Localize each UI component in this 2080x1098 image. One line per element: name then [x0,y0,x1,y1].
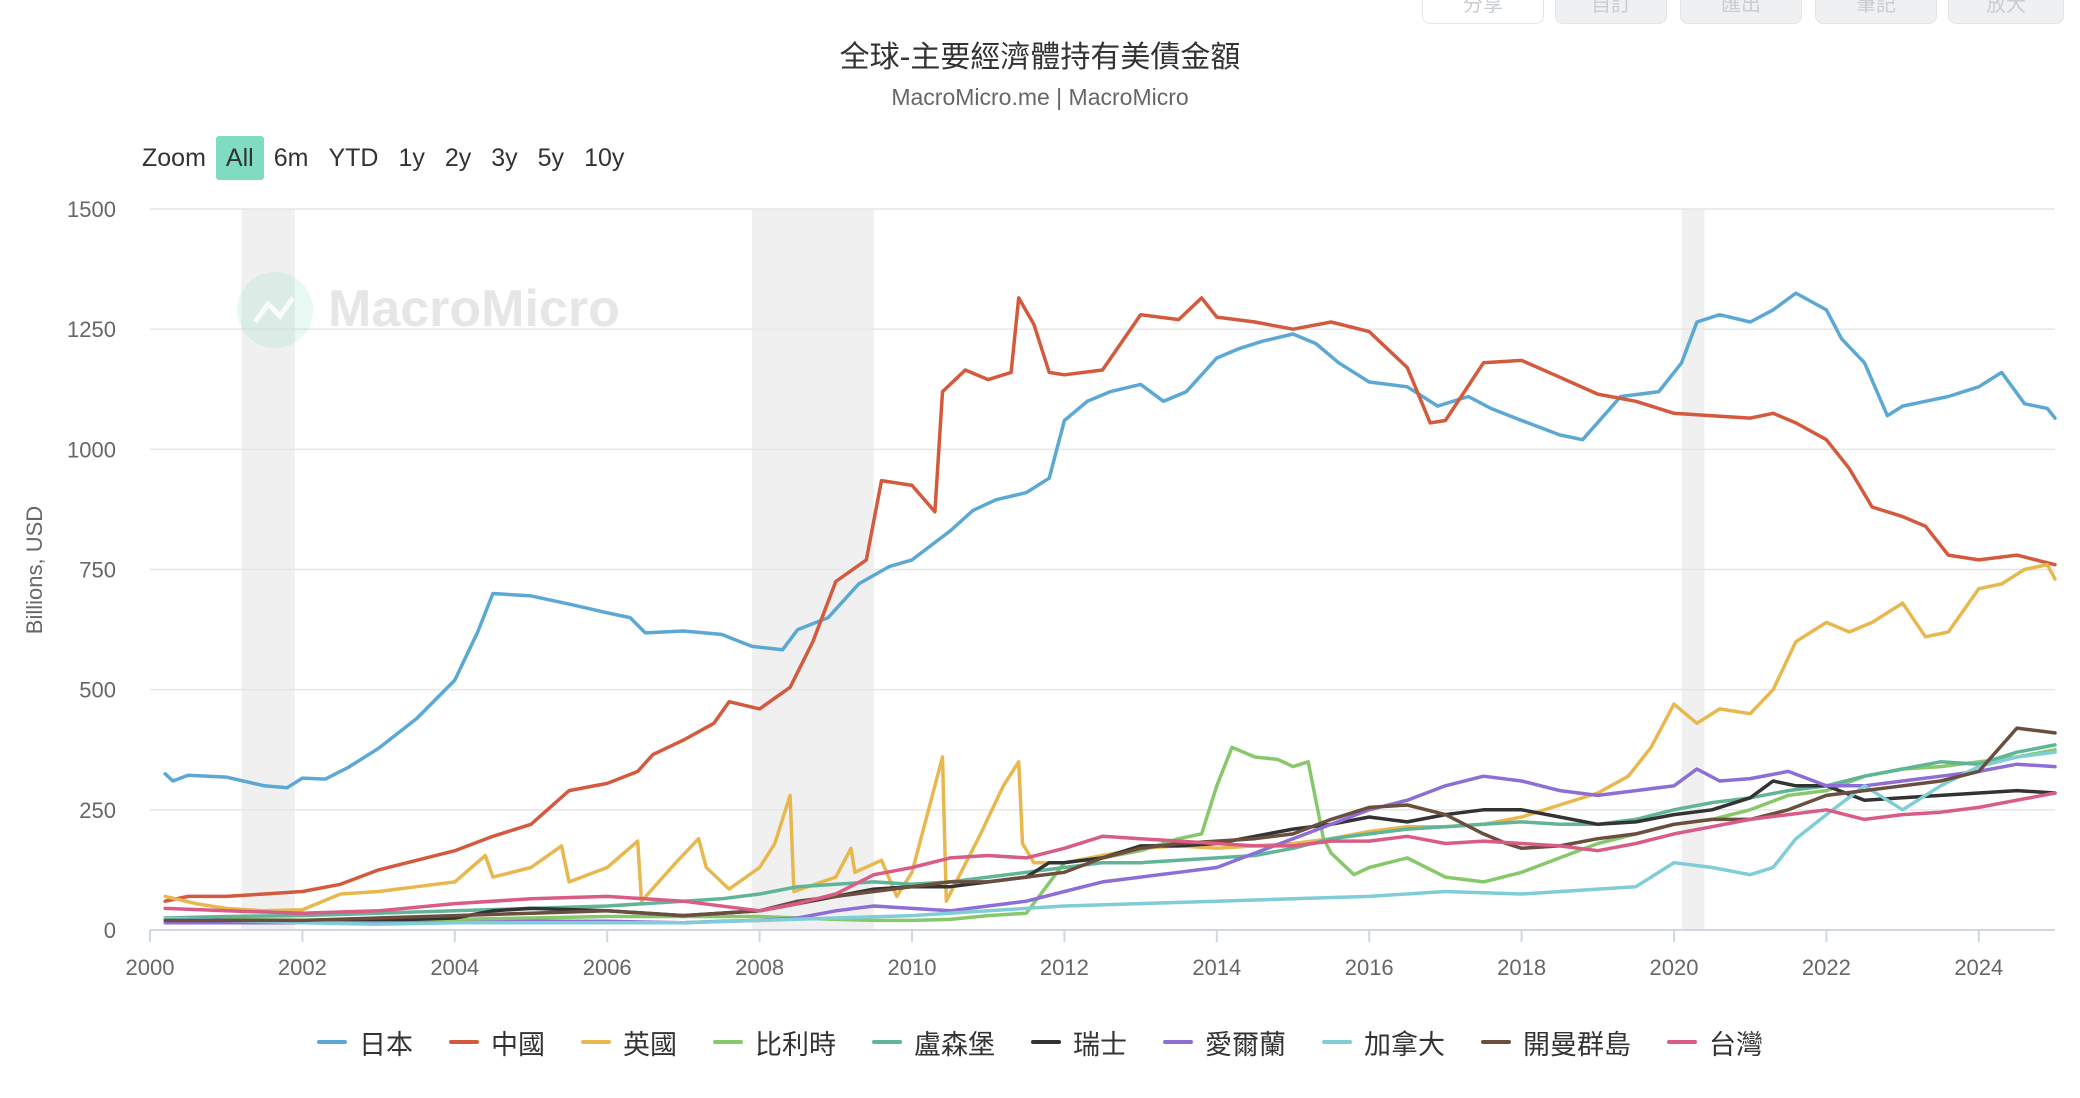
legend: 日本 中國 英國 比利時 盧森堡 瑞士 愛爾蘭 加拿大 開曼群島 台灣 [0,1020,2080,1064]
customize-button[interactable]: 自訂 [1555,0,1667,24]
zoom-1y-button[interactable]: 1y [398,144,425,172]
series-line[interactable] [163,296,2057,903]
legend-item[interactable]: 盧森堡 [872,1023,995,1062]
zoom-10y-button[interactable]: 10y [584,144,625,172]
legend-item[interactable]: 愛爾蘭 [1163,1023,1286,1062]
legend-swatch [1163,1040,1193,1044]
share-button[interactable]: 分享 [1422,0,1544,24]
series-line[interactable] [163,762,2057,925]
y-axis-title: Billions, USD [22,506,47,634]
legend-item[interactable]: 比利時 [713,1023,836,1062]
series-lines [163,291,2057,926]
legend-swatch [1031,1040,1061,1044]
x-tick-label: 2008 [735,955,784,980]
zoom-ytd-button[interactable]: YTD [328,144,379,172]
legend-item[interactable]: 瑞士 [1031,1023,1127,1062]
watermark-text: MacroMicro [328,280,620,338]
y-tick-label: 0 [104,918,116,943]
series-line[interactable] [163,562,2057,913]
zoom-2y-button[interactable]: 2y [444,144,472,172]
x-tick-label: 2022 [1802,955,1851,980]
series-line[interactable] [163,791,2057,915]
y-tick-label: 1500 [67,197,116,222]
x-tick-label: 2006 [583,955,632,980]
legend-label: 中國 [491,1029,545,1061]
legend-label: 日本 [359,1029,413,1061]
chart-subtitle: MacroMicro.me | MacroMicro [891,84,1189,110]
legend-item[interactable]: 加拿大 [1322,1023,1445,1062]
y-tick-label: 250 [79,798,116,823]
legend-swatch [449,1040,479,1044]
legend-label: 比利時 [755,1029,836,1061]
series-line[interactable] [163,745,2057,924]
expand-button[interactable]: 放大 [1948,0,2064,24]
export-label: 匯出 [1721,0,1761,16]
legend-swatch [1322,1040,1352,1044]
y-tick-label: 500 [79,678,116,703]
legend-swatch [713,1040,743,1044]
legend-label: 開曼群島 [1523,1029,1631,1061]
legend-item[interactable]: 日本 [317,1023,413,1062]
x-tick-label: 2018 [1497,955,1546,980]
zoom-5y-button[interactable]: 5y [537,144,565,172]
expand-label: 放大 [1986,0,2026,16]
legend-swatch [581,1040,611,1044]
legend-swatch [1667,1040,1697,1044]
y-tick-label: 750 [79,558,116,583]
x-tick-label: 2016 [1345,955,1394,980]
legend-label: 愛爾蘭 [1205,1029,1286,1061]
zoom-6m-button[interactable]: 6m [273,144,309,172]
legend-label: 加拿大 [1364,1029,1445,1061]
x-tick-label: 2012 [1040,955,1089,980]
x-tick-label: 2010 [888,955,937,980]
line-chart: MacroMicro Billions, USD 0 250 500 750 1000 1… [22,197,2057,980]
legend-swatch [1481,1040,1511,1044]
series-line[interactable] [163,750,2057,926]
export-button[interactable]: 匯出 [1680,0,1802,24]
legend-item[interactable]: 台灣 [1667,1023,1763,1062]
chart-title: 全球-主要經濟體持有美債金額 [839,40,1241,75]
legend-label: 盧森堡 [914,1029,995,1061]
legend-label: 台灣 [1709,1029,1763,1061]
customize-label: 自訂 [1591,0,1631,16]
watermark: MacroMicro [237,272,620,348]
grid-lines [150,208,2055,931]
y-tick-label: 1000 [67,437,116,462]
legend-label: 英國 [623,1029,677,1061]
legend-item[interactable]: 英國 [581,1023,677,1062]
zoom-all-button[interactable]: All [215,136,264,180]
top-toolbar: 分享 自訂 匯出 筆記 放大 [0,0,2080,40]
legend-item[interactable]: 開曼群島 [1481,1023,1631,1062]
series-line[interactable] [163,291,2057,790]
share-label: 分享 [1463,0,1503,16]
legend-label: 瑞士 [1073,1029,1127,1061]
zoom-3y-button[interactable]: 3y [491,144,518,172]
x-tick-label: 2002 [278,955,327,980]
x-tick-label: 2020 [1650,955,1699,980]
x-tick-label: 2004 [430,955,479,980]
axes: Billions, USD 0 250 500 750 1000 1250 1500 2000… [22,197,2003,980]
series-line[interactable] [163,726,2057,923]
note-label: 筆記 [1856,0,1896,16]
series-line[interactable] [163,743,2057,920]
zoom-label: Zoom [142,143,206,172]
legend-item[interactable]: 中國 [449,1023,545,1062]
x-tick-label: 2024 [1954,955,2003,980]
legend-swatch [872,1040,902,1044]
x-tick-label: 2000 [126,955,175,980]
y-tick-label: 1250 [67,317,116,342]
note-button[interactable]: 筆記 [1815,0,1937,24]
watermark-logo-mark [252,296,296,324]
x-tick-label: 2014 [1192,955,1241,980]
legend-swatch [317,1040,347,1044]
zoom-bar: Zoom All 6m YTD 1y 2y 3y 5y 10y [142,135,634,181]
